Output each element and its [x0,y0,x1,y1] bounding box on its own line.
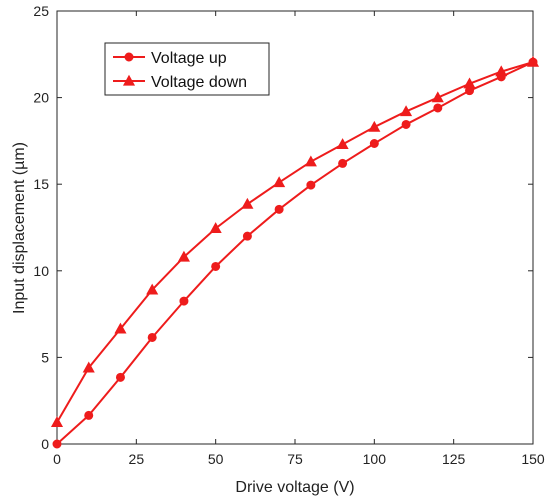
data-point [433,103,443,113]
data-point [338,158,348,168]
data-point [274,204,284,214]
data-point [147,332,157,342]
legend-label: Voltage up [151,50,227,67]
x-tick-label: 150 [521,451,545,467]
data-point [306,180,316,190]
data-point [50,416,64,428]
data-point [209,222,222,234]
data-point [52,439,62,449]
x-axis-title: Drive voltage (V) [235,479,354,496]
x-tick-label: 50 [208,451,224,467]
data-point [82,361,95,373]
data-point [146,283,159,295]
data-point [304,155,317,167]
y-axis-title: Input displacement (µm) [11,142,28,314]
series-voltage-down [50,55,540,428]
data-point [273,176,286,188]
data-point [401,119,411,129]
y-tick-label: 25 [33,3,49,19]
x-tick-label: 25 [129,451,145,467]
series-layer [50,55,540,449]
data-point [242,231,252,241]
y-tick-label: 20 [33,90,49,106]
x-tick-label: 125 [442,451,466,467]
data-point [431,91,444,103]
x-tick-label: 75 [287,451,303,467]
data-point [177,250,190,262]
data-point [241,197,254,209]
y-tick-label: 15 [33,176,49,192]
y-tick-label: 0 [41,436,49,452]
x-tick-label: 100 [363,451,387,467]
legend-label: Voltage down [151,74,247,91]
y-tick-label: 10 [33,263,49,279]
data-point [115,372,125,382]
data-point [114,322,127,334]
data-point [179,296,189,306]
series-line [56,61,534,445]
data-point [495,65,508,77]
data-point [368,120,381,132]
data-point [84,410,94,420]
ticks-layer: 0 25 50 75 100 125 150 0 5 10 15 20 25 [33,3,544,467]
data-point [336,138,349,150]
y-tick-label: 5 [41,349,49,365]
series-line [56,61,534,423]
data-point [211,261,221,271]
data-point [526,55,540,67]
data-point [369,138,379,148]
legend: Voltage up Voltage down [104,42,270,96]
x-tick-label: 0 [53,451,61,467]
legend-marker [122,74,136,86]
legend-box [104,42,270,96]
series-voltage-up [52,57,538,449]
legend-marker [124,52,134,62]
data-point [463,77,476,89]
data-point [400,105,413,117]
